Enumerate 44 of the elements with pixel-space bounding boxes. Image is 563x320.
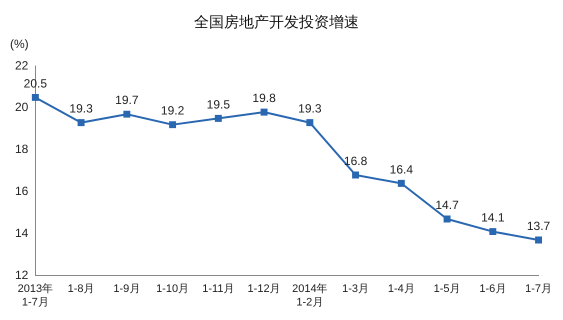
- data-label: 16.4: [390, 162, 414, 176]
- point: [444, 216, 451, 222]
- x-tick-label: 1-7月: [525, 283, 552, 296]
- y-tick-label: 14: [14, 226, 29, 240]
- x-tick-label: 1-11月: [202, 283, 234, 296]
- x-tick-label: 1-4月: [388, 283, 415, 296]
- y-axis-title: (%): [10, 37, 29, 51]
- data-label: 16.8: [344, 154, 368, 168]
- point: [260, 108, 268, 116]
- x-tick-label: 1-12月: [248, 283, 281, 296]
- data-label: 19.3: [69, 102, 94, 116]
- x-tick-label: 1-10月: [156, 283, 190, 296]
- data-label: 19.5: [206, 97, 230, 112]
- data-label: 14.7: [435, 198, 460, 212]
- x-tick-label: 1-9月: [113, 283, 140, 296]
- point: [123, 110, 130, 118]
- point: [535, 236, 542, 244]
- point: [306, 119, 314, 126]
- point: [78, 119, 85, 126]
- x-tick-label: 2014年 1-2月: [292, 283, 328, 308]
- x-tick-label: 1-5月: [434, 283, 461, 296]
- point: [352, 172, 360, 178]
- data-label: 19.8: [252, 91, 276, 106]
- data-label: 19.3: [298, 102, 322, 116]
- x-tick-label: 1-6月: [479, 283, 506, 296]
- x-tick-label: 1-8月: [68, 283, 95, 296]
- data-label: 14.1: [481, 210, 505, 225]
- y-tick-label: 18: [14, 142, 29, 156]
- y-tick-label: 16: [14, 184, 29, 198]
- point: [32, 94, 39, 101]
- point: [214, 114, 222, 122]
- point: [489, 228, 496, 236]
- y-tick-label: 22: [14, 58, 29, 72]
- point: [169, 121, 176, 128]
- data-label: 19.7: [115, 93, 139, 108]
- x-tick-label: 1-3月: [342, 283, 370, 296]
- point: [398, 180, 405, 187]
- y-tick-label: 20: [14, 100, 29, 114]
- x-tick-label: 2013年 1-7月: [18, 283, 54, 308]
- y-tick-label: 12: [14, 268, 29, 282]
- data-label: 20.5: [24, 76, 48, 90]
- data-label: 13.7: [526, 218, 551, 233]
- data-label: 19.2: [160, 104, 185, 118]
- chart-title: 全国房地产开发投资增速: [194, 14, 359, 32]
